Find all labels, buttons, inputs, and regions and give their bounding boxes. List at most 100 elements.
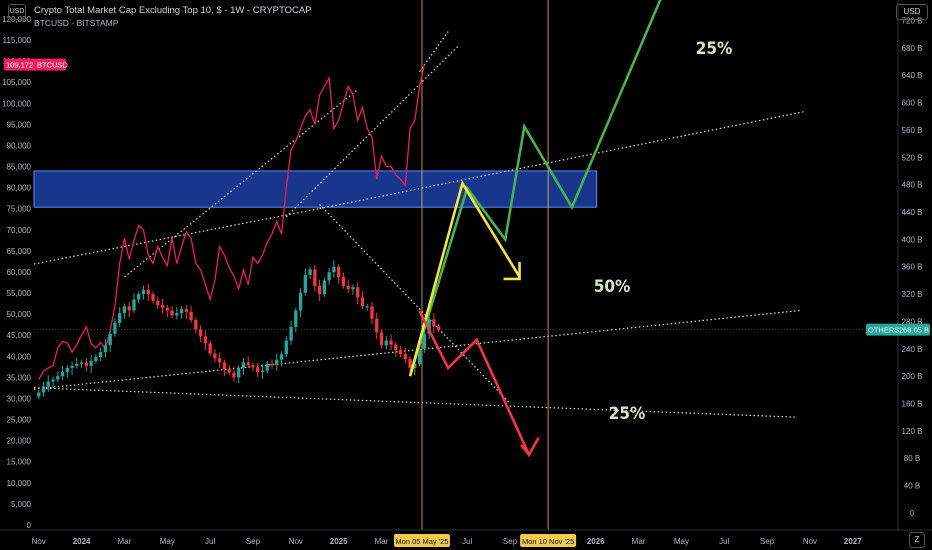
candle [194,317,198,334]
candle-body [232,372,236,378]
candle-body [46,381,50,387]
candle-body [179,309,184,314]
candle-body [165,307,169,311]
left-axis-tick-label: 70,000 [7,226,32,235]
zoom-button[interactable]: Z [909,532,925,548]
candle-body [137,294,141,300]
candle [65,365,69,378]
candle [298,288,303,318]
candle-body [379,332,384,346]
candle [379,329,384,349]
candle-body [108,333,112,346]
others-series-name: OTHERS [868,326,899,335]
candle [422,330,427,353]
left-axis-tick-label: 80,000 [7,184,32,193]
time-highlight-box [520,534,577,547]
right-currency-button[interactable]: USD [896,4,928,20]
candle [132,293,136,314]
candle-body [60,372,65,377]
projection-base-arrowhead [503,261,521,281]
right-axis-tick-label: 200 B [902,372,923,381]
left-currency-button[interactable]: USD [8,4,26,20]
candle [384,336,388,350]
left-axis-tick-label: 35,000 [7,373,32,382]
candle-body [189,311,193,321]
candle [389,334,393,351]
candle [246,356,250,368]
candle [46,375,50,392]
candle [265,361,269,374]
candle-body [98,352,103,357]
candle [289,320,293,345]
candle [184,304,188,319]
candle [237,365,241,383]
projection-base [408,180,521,377]
projection-bear-arrowhead [520,443,531,456]
left-axis-tick-label: 30,000 [7,394,32,403]
candle [175,307,179,320]
vertical-markers-layer [421,0,549,530]
candle-body [346,285,350,290]
left-axis-tick-label: 0 [27,521,32,530]
time-axis-tick-label: Nov [32,537,46,546]
left-axis-tick-label: 75,000 [7,205,32,214]
others-price-label-box [866,323,930,336]
candle-body [256,367,260,373]
btc-line [38,64,425,380]
right-axis-tick-label: 680 B [902,44,923,53]
candle [322,277,327,297]
right-axis-tick-label: 400 B [902,235,923,244]
candle-body [146,289,150,295]
candle [279,351,284,367]
candle [37,389,41,400]
candle [303,268,308,296]
left-axis-tick-label: 90,000 [7,141,32,150]
candle-body [279,354,284,360]
candle-body [127,306,131,311]
candle [365,303,369,311]
candle [79,359,84,368]
btc-series-name: BTCUSD [37,61,68,70]
candle-body [141,289,146,295]
left-axis-tick-label: 100,000 [2,99,31,108]
candle-body [70,365,74,368]
candle [156,296,160,310]
candle [118,307,122,327]
candle-body [84,362,89,366]
candle-body [37,392,41,397]
time-highlight-label: Mon 10 Nov '25 [522,537,574,546]
candle [313,265,317,292]
candle-body [432,319,436,327]
candle [94,354,98,364]
resistance-zone [33,170,598,208]
chart-subtitle: BTCUSD - BITSTAMP [34,18,119,28]
time-axis-tick-label: May [160,537,175,546]
candle [398,345,403,357]
time-axis-tick-label: Sep [760,537,775,546]
candle [284,336,288,357]
left-axis-tick-label: 85,000 [7,163,32,172]
candle [203,330,208,351]
right-axis-tick-label: 160 B [902,399,923,408]
right-axis-tick-label: 80 B [904,454,920,463]
resistance-zone-layer [33,170,598,208]
time-axis-tick-label: May [674,537,689,546]
candle [98,347,103,362]
left-axis-tick-label: 115,000 [3,36,32,45]
candle [270,359,274,370]
btc-line-layer [38,64,425,380]
time-axis-highlight: Mon 05 May '25 [393,534,450,547]
candle-body [294,310,298,327]
candle-body [222,362,227,370]
candle-body [89,361,93,366]
right-axis-tick-label: 360 B [902,263,923,272]
candle-body [194,320,198,330]
candle-body [422,333,427,349]
candle [260,364,265,379]
candle-body [51,379,55,382]
candle [227,364,231,376]
candle-body [198,329,203,337]
candle [151,291,155,304]
candle [294,307,298,333]
